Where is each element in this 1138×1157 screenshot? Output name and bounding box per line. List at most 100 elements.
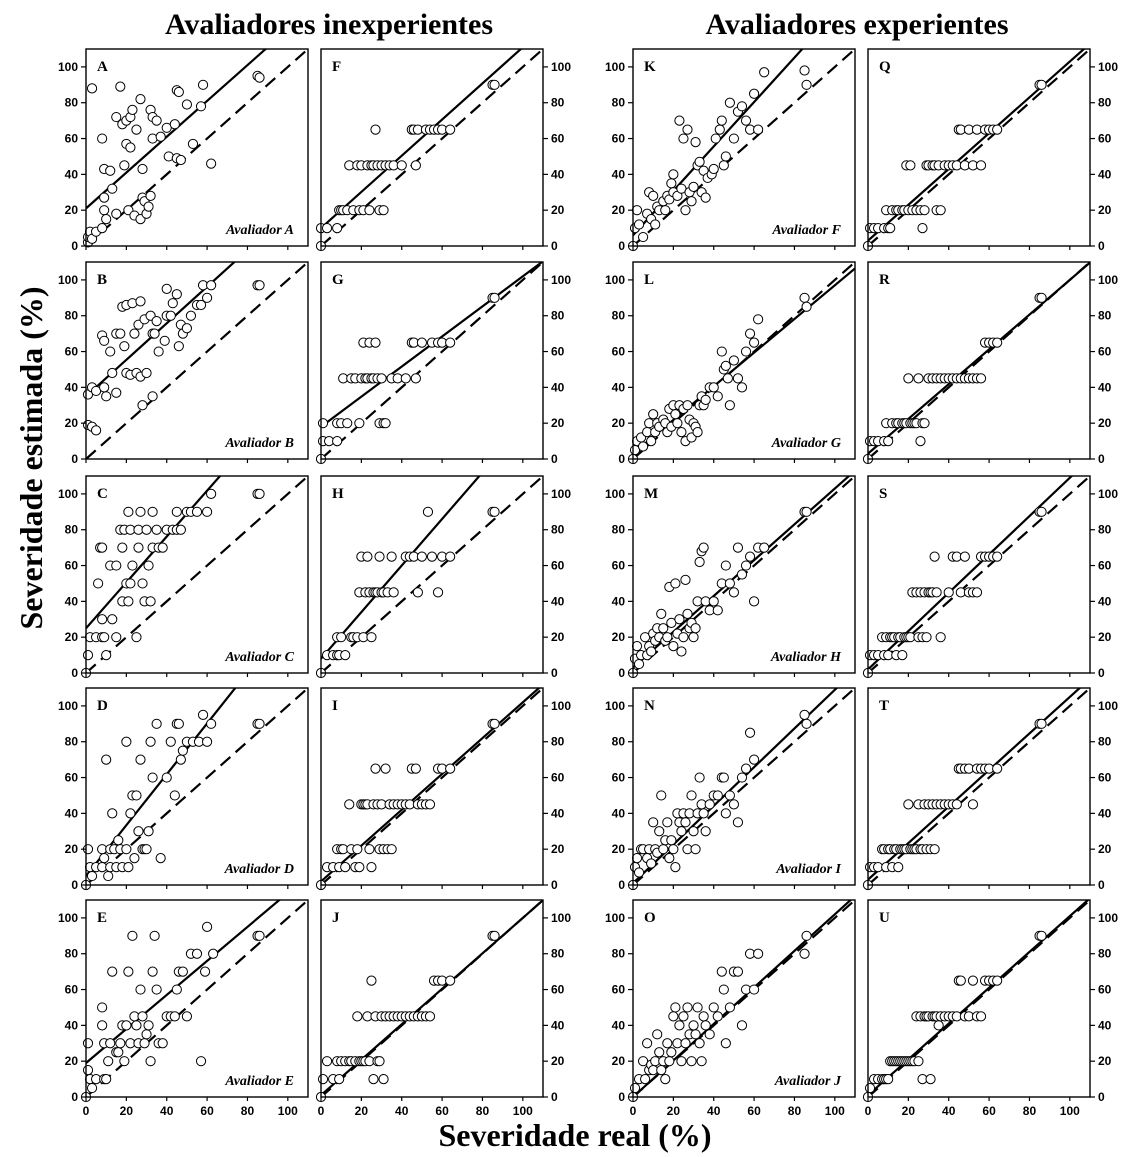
data-point <box>676 826 687 837</box>
y-tick-label: 100 <box>605 699 625 713</box>
data-point <box>696 1056 707 1067</box>
data-point <box>712 391 723 402</box>
y-tick-label: 80 <box>612 309 626 323</box>
data-point <box>680 574 691 585</box>
y-tick-label: 100 <box>1098 699 1118 713</box>
y-tick-label: 80 <box>65 309 79 323</box>
data-point <box>342 418 353 429</box>
y-tick-label: 20 <box>612 842 626 856</box>
data-point <box>676 1056 687 1067</box>
data-point <box>177 745 188 756</box>
data-point <box>913 373 924 384</box>
data-point <box>386 844 397 855</box>
data-point <box>169 790 180 801</box>
data-point <box>992 551 1003 562</box>
panel-label: U <box>879 910 890 926</box>
data-point <box>161 283 172 294</box>
data-point <box>175 754 186 765</box>
y-tick-label: 20 <box>1098 630 1112 644</box>
data-point <box>115 81 126 92</box>
plot-frame <box>867 48 1091 247</box>
data-point <box>688 181 699 192</box>
data-point <box>883 1073 894 1085</box>
data-point <box>716 966 727 977</box>
rater-label: Avaliador I <box>775 862 841 877</box>
data-point <box>143 1020 154 1031</box>
data-point <box>119 341 130 352</box>
y-tick-label: 20 <box>551 203 565 217</box>
data-point <box>197 709 209 720</box>
y-tick-label: 20 <box>551 630 565 644</box>
data-point <box>366 975 377 986</box>
data-point <box>185 310 197 321</box>
data-point <box>171 506 182 517</box>
data-point <box>206 488 217 500</box>
plot-frame <box>867 475 1091 674</box>
data-point <box>728 799 740 810</box>
data-point <box>489 79 500 90</box>
data-point <box>317 418 329 429</box>
y-tick-label: 0 <box>71 1090 78 1104</box>
y-tick-label: 60 <box>551 771 565 785</box>
data-point <box>992 763 1003 774</box>
data-point <box>86 83 98 94</box>
data-point <box>716 115 727 126</box>
regression-line <box>86 262 237 398</box>
data-point <box>708 163 719 175</box>
x-tick-label: 100 <box>513 1104 533 1118</box>
data-point <box>664 1056 675 1067</box>
data-point <box>654 826 665 837</box>
data-point <box>445 975 456 986</box>
rater-label: Avaliador D <box>224 862 294 877</box>
data-point <box>426 551 438 562</box>
x-tick-label: 40 <box>395 1104 409 1118</box>
x-tick-label: 0 <box>318 1104 325 1118</box>
data-point <box>119 1056 130 1067</box>
data-point <box>157 542 168 553</box>
data-point <box>321 1056 333 1067</box>
data-point <box>101 754 112 765</box>
data-point <box>173 86 184 98</box>
data-point <box>656 790 667 801</box>
rater-label: Avaliador H <box>770 650 842 665</box>
panel-d: 0 20 40 60 80 100 D Avaliador D <box>58 687 309 892</box>
data-point <box>82 1038 94 1049</box>
data-point <box>181 1011 193 1022</box>
data-point <box>674 115 685 126</box>
data-point <box>646 858 657 869</box>
data-point <box>199 966 211 977</box>
data-point <box>714 124 725 135</box>
panel-label: G <box>332 272 344 288</box>
regression-line <box>86 688 237 877</box>
data-point <box>1036 79 1047 90</box>
data-point <box>151 115 162 126</box>
data-point <box>629 1082 641 1094</box>
y-tick-label: 20 <box>1098 842 1112 856</box>
data-point <box>151 718 162 729</box>
data-point <box>1036 506 1047 517</box>
data-point <box>133 542 144 553</box>
data-point <box>410 373 421 384</box>
panel-g: 0 20 40 60 80 100 G <box>315 261 571 466</box>
reference-line <box>86 262 308 459</box>
x-tick-label: 20 <box>902 1104 916 1118</box>
data-point <box>678 133 689 144</box>
y-tick-label: 80 <box>551 309 565 323</box>
y-tick-label: 100 <box>1098 273 1118 287</box>
data-point <box>191 948 203 959</box>
data-point <box>167 298 178 309</box>
data-point <box>489 292 500 303</box>
y-tick-label: 0 <box>618 666 625 680</box>
data-point <box>159 335 170 346</box>
reference-line <box>86 476 308 673</box>
data-point <box>145 736 156 747</box>
data-point <box>710 133 721 144</box>
data-point <box>380 418 391 429</box>
data-point <box>161 772 172 783</box>
y-tick-label: 80 <box>1098 309 1112 323</box>
y-tick-label: 40 <box>612 594 626 608</box>
rater-label: Avaliador G <box>771 436 841 451</box>
data-point <box>354 418 365 429</box>
y-tick-label: 40 <box>65 1018 79 1032</box>
data-point <box>147 391 158 402</box>
